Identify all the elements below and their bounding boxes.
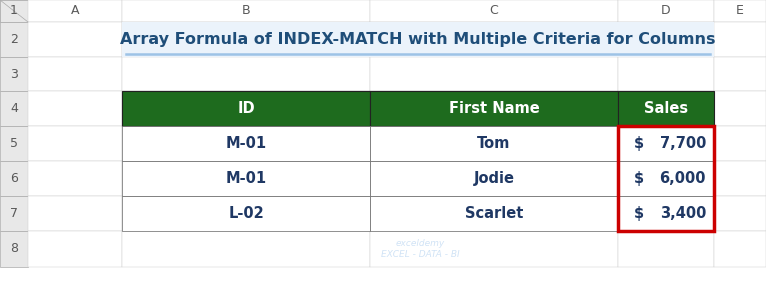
Text: 3: 3 [10,67,18,81]
Bar [370,0,618,22]
Text: 1: 1 [10,5,18,18]
Bar [122,0,370,22]
Bar [28,91,122,126]
Bar [0,126,28,161]
Bar [0,0,28,22]
Bar [714,196,766,231]
Bar [122,161,370,196]
Bar [370,126,618,161]
Bar [370,91,618,126]
Text: M-01: M-01 [225,171,267,186]
Text: E: E [736,5,744,18]
Bar [618,126,714,161]
Bar [370,91,618,126]
Text: $: $ [634,171,644,186]
Bar [714,0,766,22]
Bar [618,91,714,126]
Text: 6: 6 [10,172,18,185]
Bar [0,231,28,267]
Bar [28,22,122,57]
Bar [618,161,714,196]
Bar [28,161,122,196]
Text: Jodie: Jodie [473,171,515,186]
Text: C: C [489,5,499,18]
Text: 8: 8 [10,243,18,255]
Bar [122,126,370,161]
Text: 6,000: 6,000 [660,171,706,186]
Bar [714,22,766,57]
Bar [370,57,618,91]
Bar [122,22,370,57]
Text: B: B [242,5,250,18]
Text: Scarlet: Scarlet [465,206,523,221]
Bar [0,91,28,126]
Bar [28,126,122,161]
Text: First Name: First Name [449,101,539,116]
Bar [122,161,370,196]
Bar [714,231,766,267]
Text: Array Formula of INDEX-MATCH with Multiple Criteria for Columns: Array Formula of INDEX-MATCH with Multip… [120,32,715,47]
Bar [28,231,122,267]
Bar [122,196,370,231]
Text: 7,700: 7,700 [660,136,706,151]
Bar [714,161,766,196]
Bar [618,196,714,231]
Bar [0,22,28,57]
Bar [0,161,28,196]
Bar [122,22,714,57]
Bar [122,91,370,126]
Bar [122,231,370,267]
Bar [618,57,714,91]
Text: Sales: Sales [644,101,688,116]
Text: D: D [661,5,671,18]
Bar [28,0,122,22]
Bar [618,22,714,57]
Text: exceldemy
EXCEL - DATA - BI: exceldemy EXCEL - DATA - BI [381,239,460,259]
Bar [370,161,618,196]
Text: $: $ [634,206,644,221]
Bar [370,126,618,161]
Bar [370,196,618,231]
Bar [28,0,122,22]
Bar [618,161,714,196]
Bar [28,196,122,231]
Text: Tom: Tom [477,136,511,151]
Bar [618,126,714,161]
Bar [370,0,618,22]
Bar [714,0,766,22]
Bar [370,161,618,196]
Bar [0,57,28,91]
Text: M-01: M-01 [225,136,267,151]
Bar [0,196,28,231]
Bar [122,0,370,22]
Bar [370,231,618,267]
Bar [714,57,766,91]
Text: 3,400: 3,400 [660,206,706,221]
Bar [618,0,714,22]
Text: ID: ID [237,101,255,116]
Bar [618,126,714,231]
Text: 4: 4 [10,102,18,115]
Bar [618,231,714,267]
Text: A: A [70,5,79,18]
Bar [618,0,714,22]
Bar [618,91,714,126]
Bar [714,91,766,126]
Bar [618,196,714,231]
Text: 2: 2 [10,33,18,46]
Bar [714,126,766,161]
Text: 5: 5 [10,137,18,150]
Bar [370,22,618,57]
Text: 7: 7 [10,207,18,220]
Bar [122,57,370,91]
Bar [370,196,618,231]
Text: $: $ [634,136,644,151]
Bar [28,57,122,91]
Bar [122,91,370,126]
Bar [122,126,370,161]
Text: L-02: L-02 [228,206,264,221]
Bar [122,196,370,231]
Bar [0,0,28,22]
